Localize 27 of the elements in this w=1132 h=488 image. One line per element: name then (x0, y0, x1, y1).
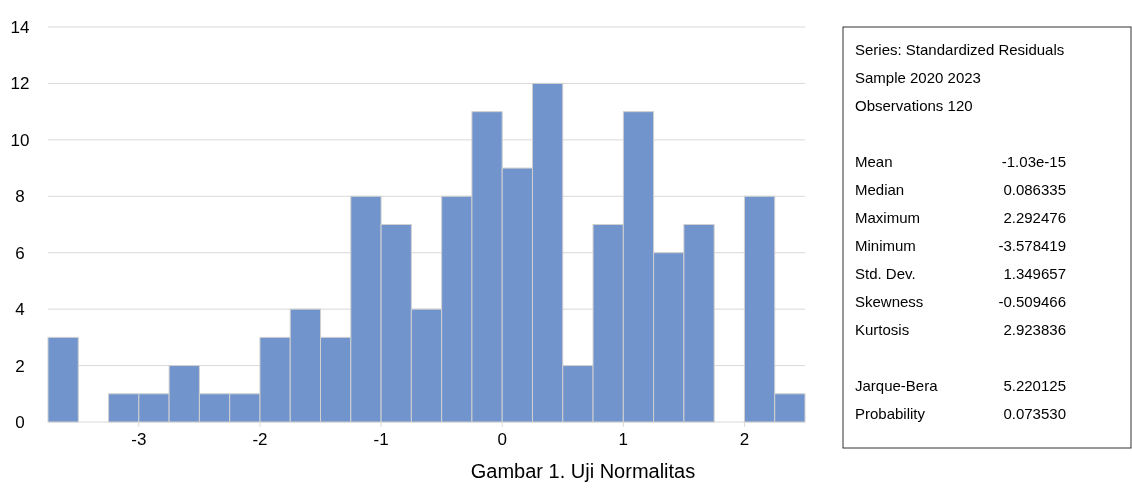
text: Probability 0.073530 (855, 405, 1066, 423)
y-tick-label: 12 (10, 74, 30, 94)
text: Kurtosis 2.923836 (855, 321, 1066, 339)
y-tick-label: 4 (15, 300, 25, 320)
x-tick-label: -2 (252, 430, 268, 449)
text: Maximum 2.292476 (855, 209, 1066, 227)
text: Series: Standardized Residuals (855, 41, 1065, 59)
text: Skewness -0.509466 (855, 293, 1066, 311)
text: Sample 2020 2023 (855, 69, 981, 87)
y-tick-label: 0 (15, 412, 25, 432)
text: Jarque-Bera 5.220125 (855, 377, 1066, 395)
x-tick-label: 0 (497, 430, 507, 449)
x-tick-label: 2 (739, 430, 750, 449)
x-tick-label: -1 (373, 430, 389, 449)
y-tick-label: 14 (10, 17, 30, 37)
text: Observations 120 (855, 97, 973, 115)
text: Std. Dev. 1.349657 (855, 265, 1066, 283)
text: Mean -1.03e-15 (855, 153, 1066, 171)
x-tick-label: -3 (131, 430, 147, 449)
text: Median 0.086335 (855, 181, 1066, 199)
y-tick-label: 8 (15, 187, 25, 207)
text: Minimum -3.578419 (855, 237, 1066, 255)
y-tick-label: 6 (15, 243, 25, 263)
y-tick-label: 2 (15, 356, 25, 376)
text: Gambar 1. Uji Normalitas (470, 460, 696, 482)
x-tick-label: 1 (618, 430, 629, 449)
y-tick-label: 10 (10, 130, 30, 150)
